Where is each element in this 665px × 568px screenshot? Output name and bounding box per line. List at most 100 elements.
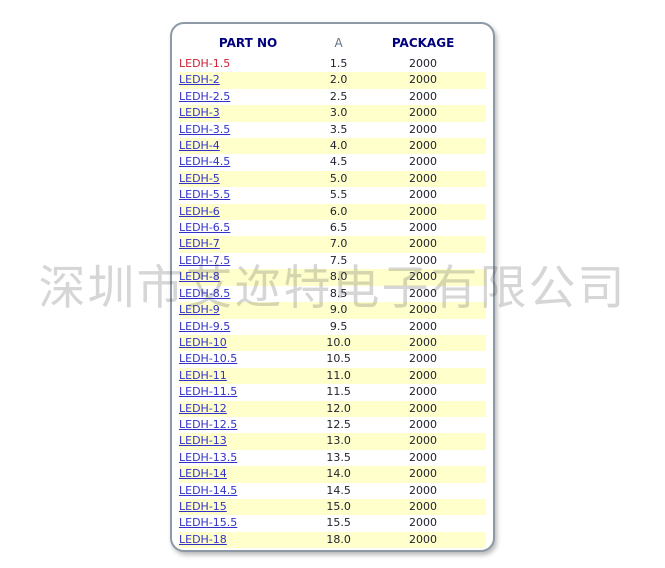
a-value-cell: 13.5	[326, 450, 351, 464]
a-value-cell: 8.0	[317, 269, 361, 286]
package-cell: 2000	[360, 72, 486, 89]
part-link[interactable]: LEDH-6.5	[179, 221, 231, 235]
package-cell: 2000	[409, 352, 438, 366]
part-link[interactable]: LEDH-3	[179, 106, 220, 120]
package-cell: 2000	[360, 302, 486, 319]
part-no-cell: LEDH-15	[179, 498, 318, 516]
package-cell: 2000	[409, 253, 438, 267]
part-link[interactable]: LEDH-2	[179, 73, 220, 87]
part-link[interactable]: LEDH-12	[179, 401, 227, 415]
part-link[interactable]: LEDH-12.5	[179, 417, 238, 431]
part-no-cell: LEDH-14.5	[179, 483, 317, 499]
a-value-cell: 3.0	[317, 105, 361, 122]
part-link[interactable]: LEDH-5.5	[179, 188, 231, 202]
table-row: LEDH-7 7.0 2000	[179, 236, 486, 253]
package-cell: 2000	[409, 483, 438, 497]
table-row: LEDH-3 3.0 2000	[179, 105, 486, 122]
part-no-cell: LEDH-6	[179, 203, 318, 221]
part-link[interactable]: LEDH-15	[179, 499, 227, 513]
part-link[interactable]: LEDH-13.5	[179, 450, 238, 464]
part-no-cell: LEDH-10	[179, 334, 318, 352]
part-link[interactable]: LEDH-9.5	[179, 319, 231, 333]
table-row: LEDH-18 18.0 2000	[179, 531, 486, 549]
part-link[interactable]: LEDH-14.5	[179, 483, 238, 497]
table-row: LEDH-13.5 13.5 2000	[179, 450, 486, 466]
part-link[interactable]: LEDH-18	[179, 532, 227, 546]
a-value-cell: 18.0	[317, 531, 361, 549]
a-value-cell: 7.0	[317, 236, 361, 253]
table-row: LEDH-12.5 12.5 2000	[179, 417, 486, 433]
part-no-cell: LEDH-18	[179, 531, 318, 549]
part-no-cell: LEDH-11.5	[179, 384, 317, 400]
part-link[interactable]: LEDH-8	[179, 270, 220, 284]
table-row: LEDH-10.5 10.5 2000	[179, 351, 486, 367]
parts-table-card: PART NO A PACKAGE LEDH-1.5 1.5 2000 LEDH-2 2…	[170, 22, 495, 552]
package-cell: 2000	[360, 170, 486, 188]
table-row: LEDH-13 13.0 2000	[179, 433, 486, 450]
part-no-cell: LEDH-3	[179, 105, 318, 122]
part-no-cell: LEDH-1.5	[179, 56, 317, 72]
a-value-cell: 10.5	[326, 352, 351, 366]
part-no-cell: LEDH-2.5	[179, 89, 317, 105]
part-link[interactable]: LEDH-2.5	[179, 89, 231, 103]
part-link[interactable]: LEDH-14	[179, 467, 227, 481]
a-value-cell: 14.0	[317, 466, 361, 483]
part-no-cell: LEDH-5	[179, 170, 318, 188]
package-cell: 2000	[360, 203, 486, 221]
part-link[interactable]: LEDH-10.5	[179, 352, 238, 366]
part-link[interactable]: LEDH-4	[179, 139, 220, 153]
part-link[interactable]: LEDH-6	[179, 204, 220, 218]
part-no-cell: LEDH-14	[179, 466, 318, 483]
package-cell: 2000	[409, 286, 438, 300]
package-cell: 2000	[360, 105, 486, 122]
package-cell: 2000	[360, 498, 486, 516]
part-link[interactable]: LEDH-15.5	[179, 516, 238, 530]
table-row: LEDH-11 11.0 2000	[179, 367, 486, 385]
a-value-cell: 12.0	[317, 400, 361, 417]
table-row: LEDH-1.5 1.5 2000	[179, 56, 486, 72]
table-row: LEDH-15 15.0 2000	[179, 498, 486, 516]
package-cell: 2000	[409, 319, 438, 333]
table-row: LEDH-4 4.0 2000	[179, 138, 486, 155]
part-no-cell: LEDH-11	[179, 367, 318, 385]
a-value-cell: 5.0	[317, 170, 361, 188]
part-link[interactable]: LEDH-4.5	[179, 155, 231, 169]
table-header-row: PART NO A PACKAGE	[179, 30, 486, 56]
package-cell: 2000	[360, 400, 486, 417]
package-cell: 2000	[360, 466, 486, 483]
a-value-cell: 1.5	[329, 57, 348, 70]
package-cell: 2000	[360, 531, 486, 549]
package-cell: 2000	[409, 57, 438, 70]
part-no-cell: LEDH-2	[179, 72, 318, 89]
part-link[interactable]: LEDH-7	[179, 237, 220, 251]
part-link[interactable]: LEDH-10	[179, 335, 227, 349]
a-value-cell: 12.5	[326, 417, 351, 431]
part-link[interactable]: LEDH-5	[179, 171, 220, 185]
table-row: LEDH-3.5 3.5 2000	[179, 122, 486, 138]
a-value-cell: 6.5	[329, 221, 348, 235]
package-cell: 2000	[360, 138, 486, 155]
part-no-cell: LEDH-4.5	[179, 154, 317, 170]
package-cell: 2000	[409, 221, 438, 235]
a-value-cell: 3.5	[329, 122, 348, 136]
part-link[interactable]: LEDH-7.5	[179, 253, 231, 267]
package-cell: 2000	[409, 385, 438, 399]
part-link[interactable]: LEDH-13	[179, 434, 227, 448]
part-no-cell: LEDH-6.5	[179, 220, 317, 236]
part-link[interactable]: LEDH-11	[179, 368, 227, 382]
part-link[interactable]: LEDH-11.5	[179, 385, 238, 399]
part-no-cell: LEDH-12	[179, 400, 318, 417]
a-value-cell: 2.0	[317, 72, 361, 89]
table-row: LEDH-7.5 7.5 2000	[179, 253, 486, 269]
table-row: LEDH-12 12.0 2000	[179, 400, 486, 417]
part-link[interactable]: LEDH-9	[179, 303, 220, 317]
part-no-cell: LEDH-13.5	[179, 450, 317, 466]
part-link[interactable]: LEDH-8.5	[179, 286, 231, 300]
part-link[interactable]: LEDH-3.5	[179, 122, 231, 136]
package-cell: 2000	[360, 236, 486, 253]
part-no-cell: LEDH-9	[179, 302, 318, 319]
package-cell: 2000	[409, 516, 438, 530]
a-value-cell: 11.5	[326, 385, 351, 399]
table-row: LEDH-9.5 9.5 2000	[179, 319, 486, 335]
a-value-cell: 4.5	[329, 155, 348, 169]
